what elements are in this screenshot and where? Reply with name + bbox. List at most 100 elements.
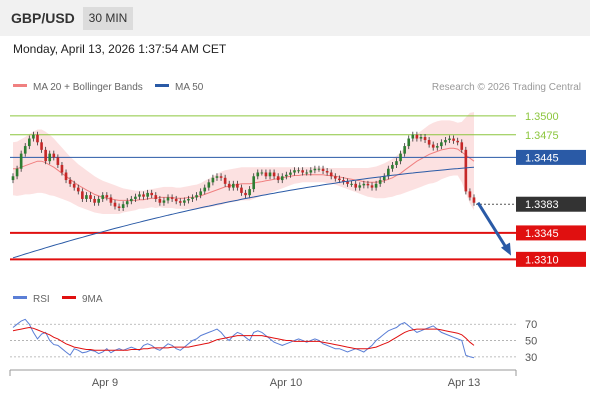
- candle-body: [370, 185, 374, 188]
- candle-body: [391, 164, 394, 169]
- candle-body: [117, 206, 121, 208]
- candle-body: [174, 198, 178, 202]
- candle-body: [435, 146, 439, 148]
- candle-body: [440, 142, 443, 147]
- candle-body: [366, 183, 370, 186]
- candle-body: [264, 172, 268, 177]
- rsi-ma-line: [12, 326, 475, 351]
- candle-body: [460, 142, 464, 150]
- candle-body: [305, 172, 309, 174]
- candle-body: [317, 168, 321, 170]
- candle-body: [354, 183, 358, 188]
- candle-body: [199, 191, 202, 196]
- candle-body: [40, 142, 43, 150]
- level-label: 1.3500: [525, 111, 559, 123]
- candle-body: [431, 144, 435, 148]
- candle-body: [146, 192, 149, 197]
- candle-body: [427, 140, 431, 145]
- candle-body: [142, 194, 145, 197]
- candle-body: [158, 198, 162, 203]
- candle-body: [456, 140, 459, 143]
- candle-body: [280, 176, 284, 181]
- candle-body: [415, 134, 419, 139]
- candle-body: [195, 195, 198, 198]
- level-label: 1.3475: [525, 130, 559, 142]
- candle-body: [333, 176, 337, 179]
- legend-swatch-9ma: [62, 296, 76, 299]
- candle-body: [399, 153, 402, 162]
- candle-body: [138, 194, 141, 197]
- candle-body: [244, 192, 247, 196]
- candle-body: [32, 134, 35, 139]
- candle-body: [321, 168, 325, 171]
- candle-body: [378, 180, 382, 184]
- candle-body: [154, 195, 158, 199]
- candle-body: [387, 168, 390, 177]
- candle-body: [97, 198, 100, 203]
- legend-bb-label: MA 20 + Bollinger Bands: [33, 82, 143, 93]
- candle-body: [272, 172, 276, 177]
- candle-body: [472, 197, 476, 203]
- candle-body: [358, 185, 362, 188]
- candle-body: [68, 180, 72, 184]
- candle-body: [227, 183, 231, 188]
- candle-body: [407, 138, 411, 147]
- level-label: 1.3345: [525, 228, 559, 240]
- candle-body: [268, 172, 272, 177]
- level-label-box: [516, 149, 586, 165]
- candle-body: [109, 197, 113, 203]
- candle-body: [81, 191, 84, 199]
- candle-body: [170, 197, 174, 199]
- candle-body: [464, 149, 468, 192]
- projection-arrow: [476, 201, 510, 252]
- candle-body: [134, 196, 137, 199]
- candle-body: [350, 183, 353, 185]
- projection-arrowhead: [501, 242, 511, 256]
- candle-body: [293, 170, 296, 173]
- candle-body: [105, 195, 109, 198]
- level-label-box: [516, 225, 586, 241]
- candle-body: [444, 140, 447, 143]
- candle-body: [468, 191, 472, 198]
- candle-body: [285, 174, 288, 177]
- candle-body: [52, 153, 56, 158]
- rsi-tick-label: 50: [525, 336, 537, 348]
- candle-body: [60, 164, 64, 173]
- candle-body: [23, 146, 27, 154]
- candle-body: [248, 189, 251, 196]
- bollinger-band-fill: [13, 112, 474, 214]
- candle-body: [260, 172, 264, 174]
- level-label: 1.3310: [525, 254, 559, 266]
- candle-body: [346, 181, 349, 184]
- candle-body: [191, 197, 194, 199]
- x-tick-label: Apr 9: [92, 377, 118, 389]
- candle-body: [403, 146, 406, 154]
- candle-body: [207, 182, 211, 188]
- candle-body: [48, 153, 52, 162]
- legend-rsi-label: RSI: [33, 294, 50, 305]
- candle-body: [28, 138, 31, 147]
- candle-body: [19, 153, 23, 169]
- candle-body: [297, 170, 300, 172]
- candle-body: [236, 183, 239, 188]
- rsi-tick-label: 70: [525, 319, 537, 331]
- candle-body: [382, 176, 386, 181]
- candle-body: [129, 198, 133, 202]
- candle-body: [309, 170, 313, 173]
- level-label: 1.3445: [525, 152, 559, 164]
- candle-body: [15, 168, 19, 177]
- level-label-box: [516, 251, 586, 267]
- candle-body: [313, 168, 317, 171]
- candle-body: [276, 176, 280, 181]
- candle-body: [211, 177, 215, 183]
- candle-body: [219, 176, 223, 178]
- candle-body: [101, 195, 105, 199]
- candle-body: [113, 202, 117, 207]
- candle-body: [64, 172, 68, 181]
- candle-body: [423, 137, 427, 141]
- timeframe-button[interactable]: 30 MIN: [83, 7, 133, 30]
- x-tick-label: Apr 10: [270, 377, 302, 389]
- candle-body: [183, 200, 186, 203]
